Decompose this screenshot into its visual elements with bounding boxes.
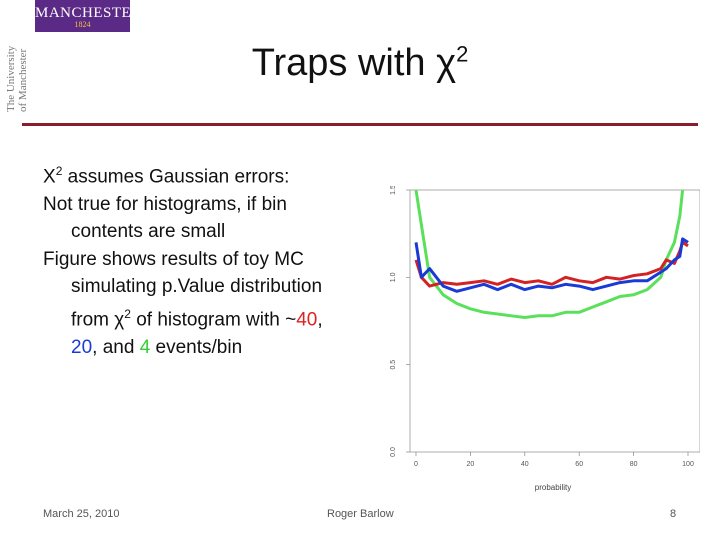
pvalue-chart: 0 20 40 60 80 100 0.0 0.5 1.0 1.5 probability — [390, 186, 700, 492]
count-4: 4 — [139, 336, 151, 358]
plot-frame — [409, 189, 700, 453]
title-divider — [22, 123, 698, 126]
x-tick-label: 0 — [414, 461, 418, 468]
y-tick-label: 0.0 — [390, 447, 397, 457]
count-20: 20 — [71, 336, 93, 358]
y-tick-label: 0.5 — [390, 360, 397, 370]
chart-axes: 0 20 40 60 80 100 0.0 0.5 1.0 1.5 — [390, 186, 694, 468]
bullet-1: X2 assumes Gaussian errors: — [43, 158, 343, 191]
chart-lines — [414, 190, 689, 319]
x-tick-label: 60 — [575, 461, 583, 468]
bullet-2: Not true for histograms, if bin contents… — [43, 193, 287, 243]
logo-year: 1824 — [74, 20, 91, 29]
x-tick-label: 40 — [521, 461, 529, 468]
footer-author: Roger Barlow — [327, 508, 394, 520]
x-axis-label: probability — [535, 483, 571, 492]
sep-1: , — [317, 309, 323, 331]
series-line-green — [414, 190, 685, 319]
bullet-1-text: assumes Gaussian errors: — [62, 166, 290, 188]
series-line-blue — [414, 237, 689, 293]
bullet-1-sup: 2 — [55, 164, 63, 178]
logo-name: MANCHESTER — [35, 5, 142, 21]
title-superscript: 2 — [456, 41, 469, 67]
bullet-3: Figure shows results of toy MC simulatin… — [43, 246, 343, 361]
footer-page-number: 8 — [670, 508, 677, 520]
x-tick-label: 100 — [682, 461, 694, 468]
bullet-list: X2 assumes Gaussian errors: Not true for… — [43, 158, 343, 361]
footer-date: March 25, 2010 — [43, 508, 120, 520]
x-tick-label: 80 — [630, 461, 638, 468]
slide-title: Traps with χ2 — [0, 42, 720, 85]
university-logo: MANCHESTER 1824 — [35, 0, 142, 32]
x-tick-label: 20 — [467, 461, 475, 468]
bullet-3-sup: 2 — [124, 306, 131, 321]
sep-2: , and — [92, 336, 140, 358]
series-line-red — [414, 240, 689, 288]
bullet-3-text: Figure shows results of toy MC simulatin… — [43, 248, 323, 331]
count-40: 40 — [296, 309, 318, 331]
bullet-3-end: events/bin — [150, 336, 243, 358]
y-tick-label: 1.5 — [390, 186, 397, 195]
y-tick-label: 1.0 — [390, 272, 397, 282]
title-text: Traps with χ — [251, 42, 457, 84]
bullet-1-x: X — [43, 166, 56, 188]
bullet-3-text2: of histogram with ~ — [130, 309, 297, 331]
